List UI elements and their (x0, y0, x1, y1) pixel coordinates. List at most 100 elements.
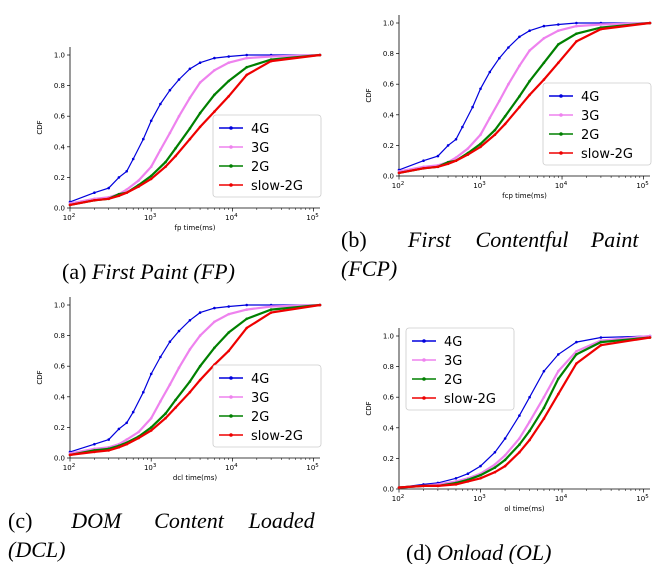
data-point (575, 24, 578, 28)
legend-label: 2G (581, 128, 599, 143)
data-point (528, 29, 531, 32)
legend-box (405, 327, 515, 411)
data-point (542, 395, 546, 399)
data-point (177, 78, 181, 81)
data-point (168, 383, 172, 386)
legend-label: 4G (251, 372, 269, 387)
chart-panel-2: 0.0 0.2 0.4 0.6 0.8 1.0 102 103 104 105 dcl time(m… (8, 297, 322, 562)
data-point (188, 380, 192, 383)
legend-label: 2G (251, 410, 269, 425)
data-point (503, 464, 507, 468)
data-point (227, 55, 230, 58)
data-point (575, 362, 578, 365)
data-point (488, 116, 492, 120)
data-point (518, 95, 521, 98)
data-point (188, 67, 192, 71)
series-line-4G (69, 304, 320, 453)
legend-label: 2G (251, 160, 269, 175)
y-tick-label: 0.8 (383, 363, 394, 371)
data-point (269, 59, 273, 63)
data-point (174, 406, 177, 409)
data-point (213, 110, 216, 113)
x-tick-label: 102 (392, 494, 404, 503)
data-point (479, 133, 482, 136)
data-point (159, 355, 162, 359)
legend-marker (559, 151, 563, 155)
x-axis-label: ol time(ms) (504, 505, 544, 513)
data-point (503, 458, 507, 462)
data-point (422, 167, 425, 170)
series-line-slow-2G (398, 21, 651, 174)
data-point (117, 194, 121, 198)
chart-panel-3: 0.0 0.2 0.4 0.6 0.8 1.0 102 103 104 105 ol time(ms… (365, 327, 652, 564)
data-point (149, 119, 153, 123)
data-point (422, 484, 425, 488)
legend-marker (229, 433, 233, 437)
data-point (518, 451, 521, 454)
legend-label: 3G (581, 109, 599, 124)
x-tick-label: 105 (636, 181, 649, 190)
legend-label: 3G (251, 391, 269, 406)
data-point (245, 317, 248, 321)
data-point (245, 65, 248, 69)
data-point (479, 473, 482, 477)
data-point (518, 414, 521, 417)
y-tick-label: 0.2 (383, 142, 394, 150)
data-point (137, 430, 140, 434)
y-tick-label: 0.0 (383, 486, 394, 494)
data-point (446, 162, 450, 166)
data-point (227, 312, 230, 316)
data-point (188, 137, 192, 141)
y-tick-label: 0.4 (383, 111, 395, 119)
legend-marker (422, 377, 426, 381)
data-point (599, 336, 603, 339)
data-point (245, 73, 248, 77)
data-point (518, 437, 521, 440)
data-point (174, 398, 177, 402)
y-tick-label: 0.8 (383, 50, 394, 58)
data-point (137, 436, 140, 440)
data-point (188, 127, 192, 130)
data-point (227, 349, 230, 353)
x-tick-label: 103 (144, 213, 157, 222)
data-point (188, 348, 192, 351)
x-tick-label: 105 (306, 213, 319, 222)
data-point (107, 438, 110, 441)
legend-marker (229, 376, 233, 380)
data-point (528, 438, 531, 442)
legend-label: slow-2G (251, 179, 303, 194)
legend-marker (229, 395, 233, 399)
x-tick-label: 105 (636, 494, 649, 503)
data-point (446, 144, 450, 147)
subfigure-caption: (d) Onload (OL) (406, 540, 551, 564)
data-point (454, 477, 458, 480)
x-tick-label: 104 (555, 494, 568, 503)
data-point (164, 412, 167, 415)
data-point (479, 464, 482, 468)
data-point (503, 437, 507, 440)
data-point (168, 340, 172, 344)
data-point (454, 138, 458, 141)
data-point (436, 154, 440, 158)
data-point (93, 191, 96, 194)
caption-word: Paint (590, 227, 640, 252)
data-point (528, 429, 531, 433)
data-point (137, 179, 140, 182)
data-point (93, 199, 96, 202)
data-point (466, 480, 470, 483)
data-point (149, 165, 153, 168)
data-point (542, 369, 546, 373)
data-point (213, 346, 216, 350)
data-point (542, 37, 546, 40)
y-tick-label: 0.8 (54, 82, 65, 90)
data-point (149, 177, 153, 181)
data-point (198, 378, 202, 382)
legend-label: slow-2G (581, 147, 633, 162)
data-point (422, 159, 425, 162)
data-point (542, 417, 546, 420)
data-point (131, 157, 135, 161)
data-point (557, 392, 560, 396)
x-tick-label: 102 (392, 181, 404, 190)
data-point (557, 23, 560, 26)
data-point (557, 61, 560, 65)
